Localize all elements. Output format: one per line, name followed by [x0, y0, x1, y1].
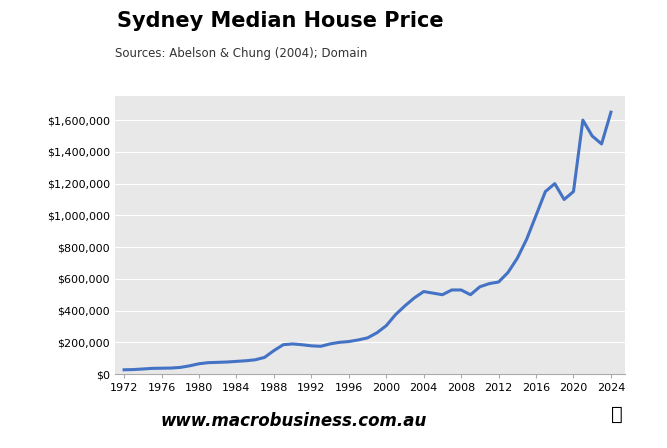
Text: Sources: Abelson & Chung (2004); Domain: Sources: Abelson & Chung (2004); Domain — [115, 47, 367, 60]
Text: 🐺: 🐺 — [611, 405, 623, 424]
Text: Sydney Median House Price: Sydney Median House Price — [117, 11, 444, 31]
Text: www.macrobusiness.com.au: www.macrobusiness.com.au — [160, 412, 427, 430]
Text: MACRO: MACRO — [567, 22, 630, 36]
Text: BUSINESS: BUSINESS — [556, 58, 641, 73]
